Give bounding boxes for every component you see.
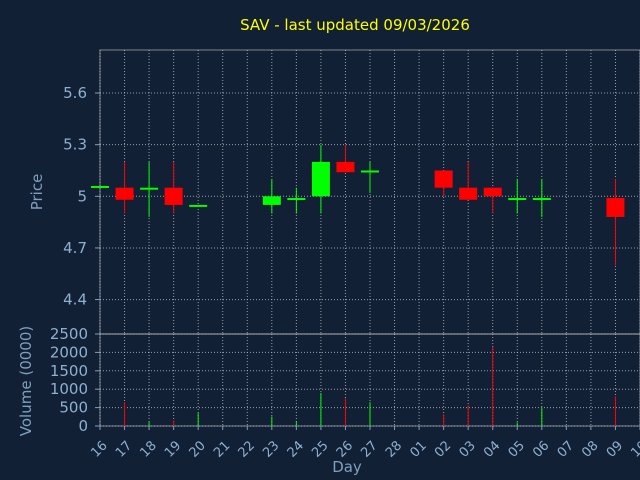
price-tick-label: 4.7 [63,239,87,257]
volume-axis-label: Volume (0000) [17,326,35,436]
candle-body [361,170,379,173]
candle-body [483,187,502,197]
price-tick-label: 5 [77,187,87,205]
candle-body [115,187,134,200]
candle-body [262,196,281,205]
candle-body [140,187,159,190]
chart-title: SAV - last updated 09/03/2026 [240,16,470,34]
x-axis: 16 17 18 19 20 21 22 23 24 25 26 27 28 01 02 03 04 05 06 07… [88,426,640,461]
day-axis-label: Day [332,458,362,476]
candle-body [434,170,453,188]
candle-body [189,204,208,207]
day-tick-label: 10 [628,438,640,460]
candle-body [606,198,625,217]
candle-body [164,187,183,205]
volume-tick-label: 0 [78,417,88,435]
candle-body [287,198,306,201]
price-axis-label: Price [28,174,46,211]
volume-tick-label: 1000 [50,380,88,398]
candle-body [508,198,527,201]
volume-tick-label: 500 [59,399,88,417]
candle-body [91,185,109,188]
volume-tick-label: 2000 [50,343,88,361]
price-tick-label: 5.3 [63,136,87,154]
volume-tick-label: 1500 [50,362,88,380]
volume-tick-label: 2500 [50,325,88,343]
candle-body [336,161,355,173]
price-tick-label: 5.6 [63,84,87,102]
candle-body [311,161,330,197]
candle-body [532,198,551,201]
price-tick-label: 4.4 [63,291,87,309]
candle-body [459,187,478,200]
